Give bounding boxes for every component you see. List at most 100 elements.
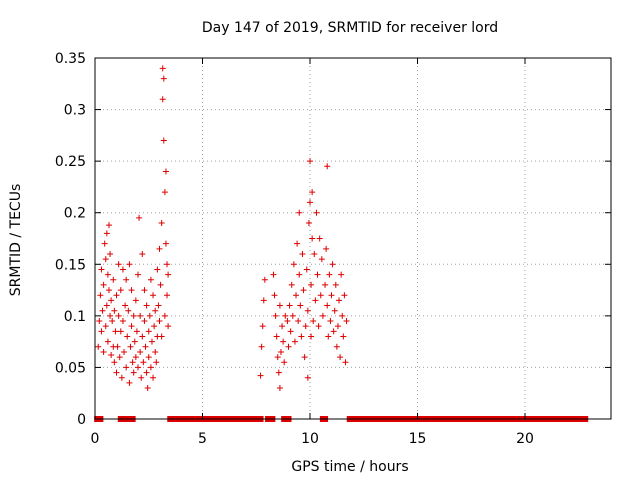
data-point <box>324 302 331 309</box>
data-point <box>324 163 331 170</box>
x-tick-label: 0 <box>91 431 100 447</box>
data-point <box>277 348 284 355</box>
x-tick-label: 5 <box>198 431 207 447</box>
data-point <box>165 323 172 330</box>
data-point <box>117 328 124 335</box>
data-point <box>107 312 114 319</box>
data-point <box>122 302 129 309</box>
data-point <box>155 302 162 309</box>
data-point <box>162 168 169 175</box>
data-point <box>105 222 112 229</box>
data-point <box>160 75 167 82</box>
data-point <box>311 250 318 257</box>
data-point <box>337 354 344 361</box>
data-point <box>123 276 130 283</box>
data-point <box>130 312 137 319</box>
data-point <box>159 96 166 103</box>
data-point <box>343 318 350 325</box>
data-point <box>304 307 311 314</box>
data-point <box>104 271 111 278</box>
data-point <box>136 214 143 221</box>
data-point <box>111 307 118 314</box>
data-point <box>98 266 105 273</box>
data-point <box>141 318 148 325</box>
data-point <box>140 359 147 366</box>
data-point <box>331 307 338 314</box>
data-point <box>124 333 131 340</box>
plot-frame <box>94 57 612 420</box>
data-point <box>126 379 133 386</box>
data-point <box>271 292 278 299</box>
data-point <box>293 292 300 299</box>
data-point <box>314 271 321 278</box>
data-point <box>333 343 340 350</box>
data-point <box>308 333 315 340</box>
data-point <box>158 220 165 227</box>
data-point <box>259 323 266 330</box>
data-point <box>143 302 150 309</box>
data-point <box>258 343 265 350</box>
data-point <box>294 240 301 247</box>
y-tick-label: 0.15 <box>55 257 86 273</box>
data-point <box>150 292 157 299</box>
data-point <box>301 354 308 361</box>
data-point <box>338 271 345 278</box>
data-point <box>339 312 346 319</box>
data-point <box>127 343 134 350</box>
data-point <box>289 312 296 319</box>
data-point <box>150 374 157 381</box>
y-tick-label: 0 <box>77 412 86 428</box>
data-point <box>147 364 154 371</box>
data-point <box>305 220 312 227</box>
data-point <box>128 287 135 294</box>
data-point <box>148 338 155 345</box>
data-point <box>298 333 305 340</box>
data-point <box>329 261 336 268</box>
data-point <box>96 318 103 325</box>
data-point <box>131 338 138 345</box>
x-tick-label: 15 <box>409 431 427 447</box>
data-point <box>257 372 264 379</box>
data-point <box>154 266 161 273</box>
data-point <box>158 333 165 340</box>
data-point <box>281 359 288 366</box>
data-point <box>118 374 125 381</box>
data-point <box>342 359 349 366</box>
data-point <box>319 312 326 319</box>
data-point <box>126 261 133 268</box>
grid <box>95 58 611 419</box>
data-point <box>138 374 145 381</box>
data-point <box>308 281 315 288</box>
data-point <box>164 261 171 268</box>
data-point <box>291 338 298 345</box>
data-point <box>129 359 136 366</box>
data-point <box>334 323 341 330</box>
data-point <box>162 240 169 247</box>
data-point <box>98 328 105 335</box>
data-point <box>116 354 123 361</box>
data-point <box>142 343 149 350</box>
data-point <box>296 209 303 216</box>
chart-title: Day 147 of 2019, SRMTID for receiver lor… <box>202 20 498 36</box>
data-points <box>94 65 589 422</box>
data-point <box>290 261 297 268</box>
data-point <box>113 369 120 376</box>
data-point <box>152 307 159 314</box>
data-point <box>272 312 279 319</box>
data-point <box>273 333 280 340</box>
data-point <box>108 297 115 304</box>
data-point <box>160 137 167 144</box>
data-point <box>156 245 163 252</box>
data-point <box>147 276 154 283</box>
data-point <box>145 328 152 335</box>
data-point <box>330 328 337 335</box>
data-point <box>115 261 122 268</box>
data-point <box>132 354 139 361</box>
data-point <box>341 292 348 299</box>
data-point <box>143 369 150 376</box>
data-point <box>326 271 333 278</box>
data-point <box>285 343 292 350</box>
data-point <box>119 266 126 273</box>
data-point <box>276 302 283 309</box>
